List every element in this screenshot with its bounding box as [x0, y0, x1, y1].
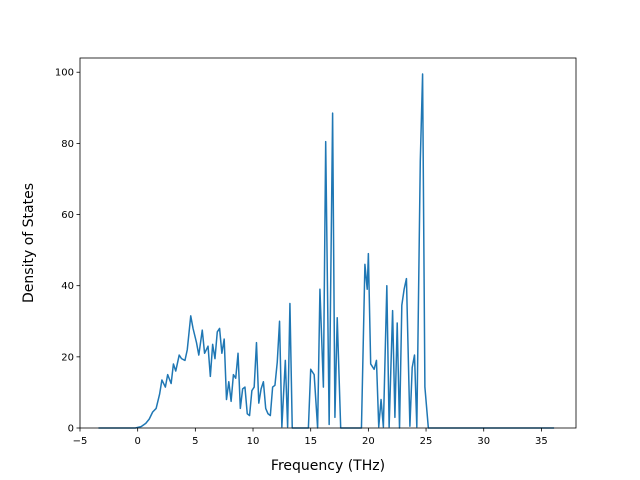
series-layer	[98, 73, 555, 429]
x-tick-label: 25	[420, 436, 433, 447]
x-tick-label: 5	[192, 436, 198, 447]
series-line	[98, 73, 555, 429]
x-tick-label: −5	[73, 436, 88, 447]
y-axis-title: Density of States	[21, 183, 37, 303]
x-tick-label: 0	[134, 436, 140, 447]
y-axis-ticks: 0 20 40 60 80 100	[55, 68, 80, 435]
x-tick-label: 10	[247, 436, 260, 447]
x-tick-label: 35	[535, 436, 548, 447]
x-tick-label: 15	[304, 436, 317, 447]
y-tick-label: 60	[61, 210, 74, 221]
x-tick-label: 20	[362, 436, 375, 447]
y-tick-label: 40	[61, 281, 74, 292]
y-tick-label: 80	[61, 139, 74, 150]
y-tick-label: 0	[68, 424, 74, 435]
plot-frame	[79, 57, 577, 429]
y-tick-label: 20	[61, 352, 74, 363]
x-axis-ticks: −5 0 5 10 15 20 25 30 35	[73, 428, 548, 447]
y-tick-label: 100	[55, 68, 74, 79]
x-axis-title: Frequency (THz)	[271, 458, 385, 474]
x-tick-label: 30	[477, 436, 490, 447]
